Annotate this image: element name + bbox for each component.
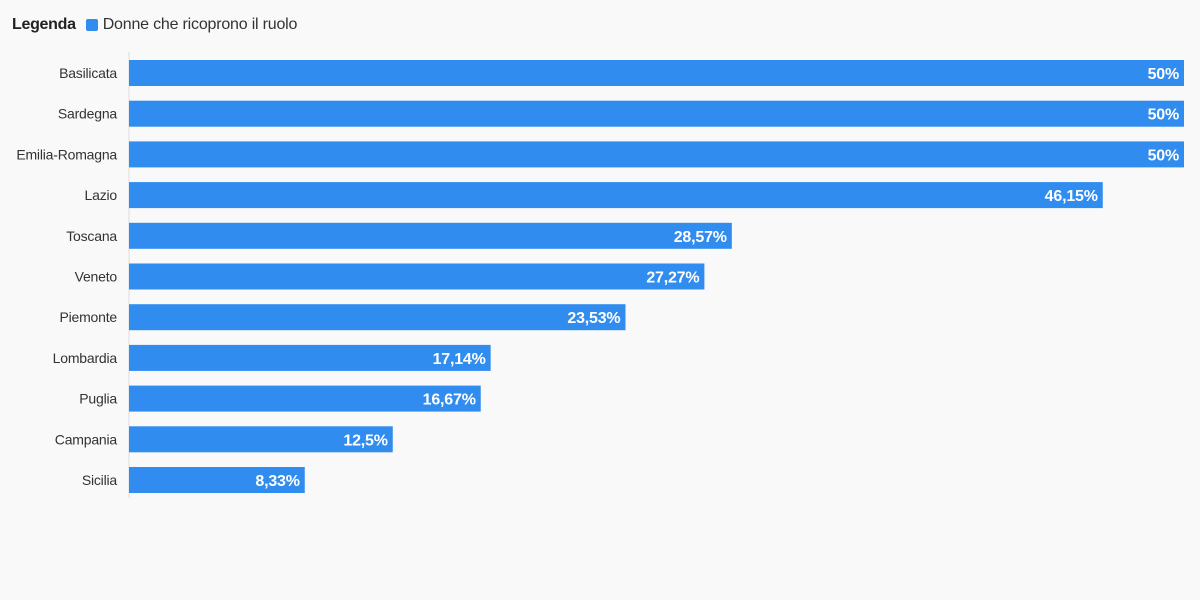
bar[interactable] [129, 101, 1184, 127]
bar[interactable] [129, 60, 1184, 86]
category-label: Piemonte [59, 309, 117, 325]
value-label: 27,27% [646, 270, 699, 287]
value-label: 50% [1148, 107, 1179, 124]
value-label: 8,33% [255, 473, 299, 490]
category-label: Sardegna [58, 106, 118, 122]
bar[interactable] [129, 304, 625, 330]
value-label: 50% [1148, 66, 1179, 83]
category-label: Veneto [75, 269, 118, 285]
bar[interactable] [129, 264, 704, 290]
category-label: Lazio [85, 187, 118, 203]
value-label: 16,67% [423, 392, 476, 409]
category-label: Campania [55, 431, 118, 447]
value-label: 46,15% [1045, 188, 1098, 205]
category-label: Sicilia [82, 472, 118, 488]
bar[interactable] [129, 223, 732, 249]
category-label: Emilia-Romagna [16, 146, 117, 162]
value-label: 23,53% [567, 310, 620, 327]
category-label: Basilicata [59, 65, 117, 81]
value-label: 17,14% [433, 351, 486, 368]
bar[interactable] [129, 182, 1103, 208]
bars-group: Basilicata 50% Sardegna 50% Emilia-Romagna 50… [16, 60, 1184, 493]
bar-chart: Basilicata 50% Sardegna 50% Emilia-Romagna 50… [0, 0, 1200, 600]
category-label: Puglia [79, 391, 117, 407]
value-label: 28,57% [674, 229, 727, 246]
value-label: 50% [1148, 147, 1179, 164]
category-label: Toscana [66, 228, 117, 244]
value-label: 12,5% [343, 432, 387, 449]
bar[interactable] [129, 141, 1184, 167]
category-label: Lombardia [53, 350, 118, 366]
